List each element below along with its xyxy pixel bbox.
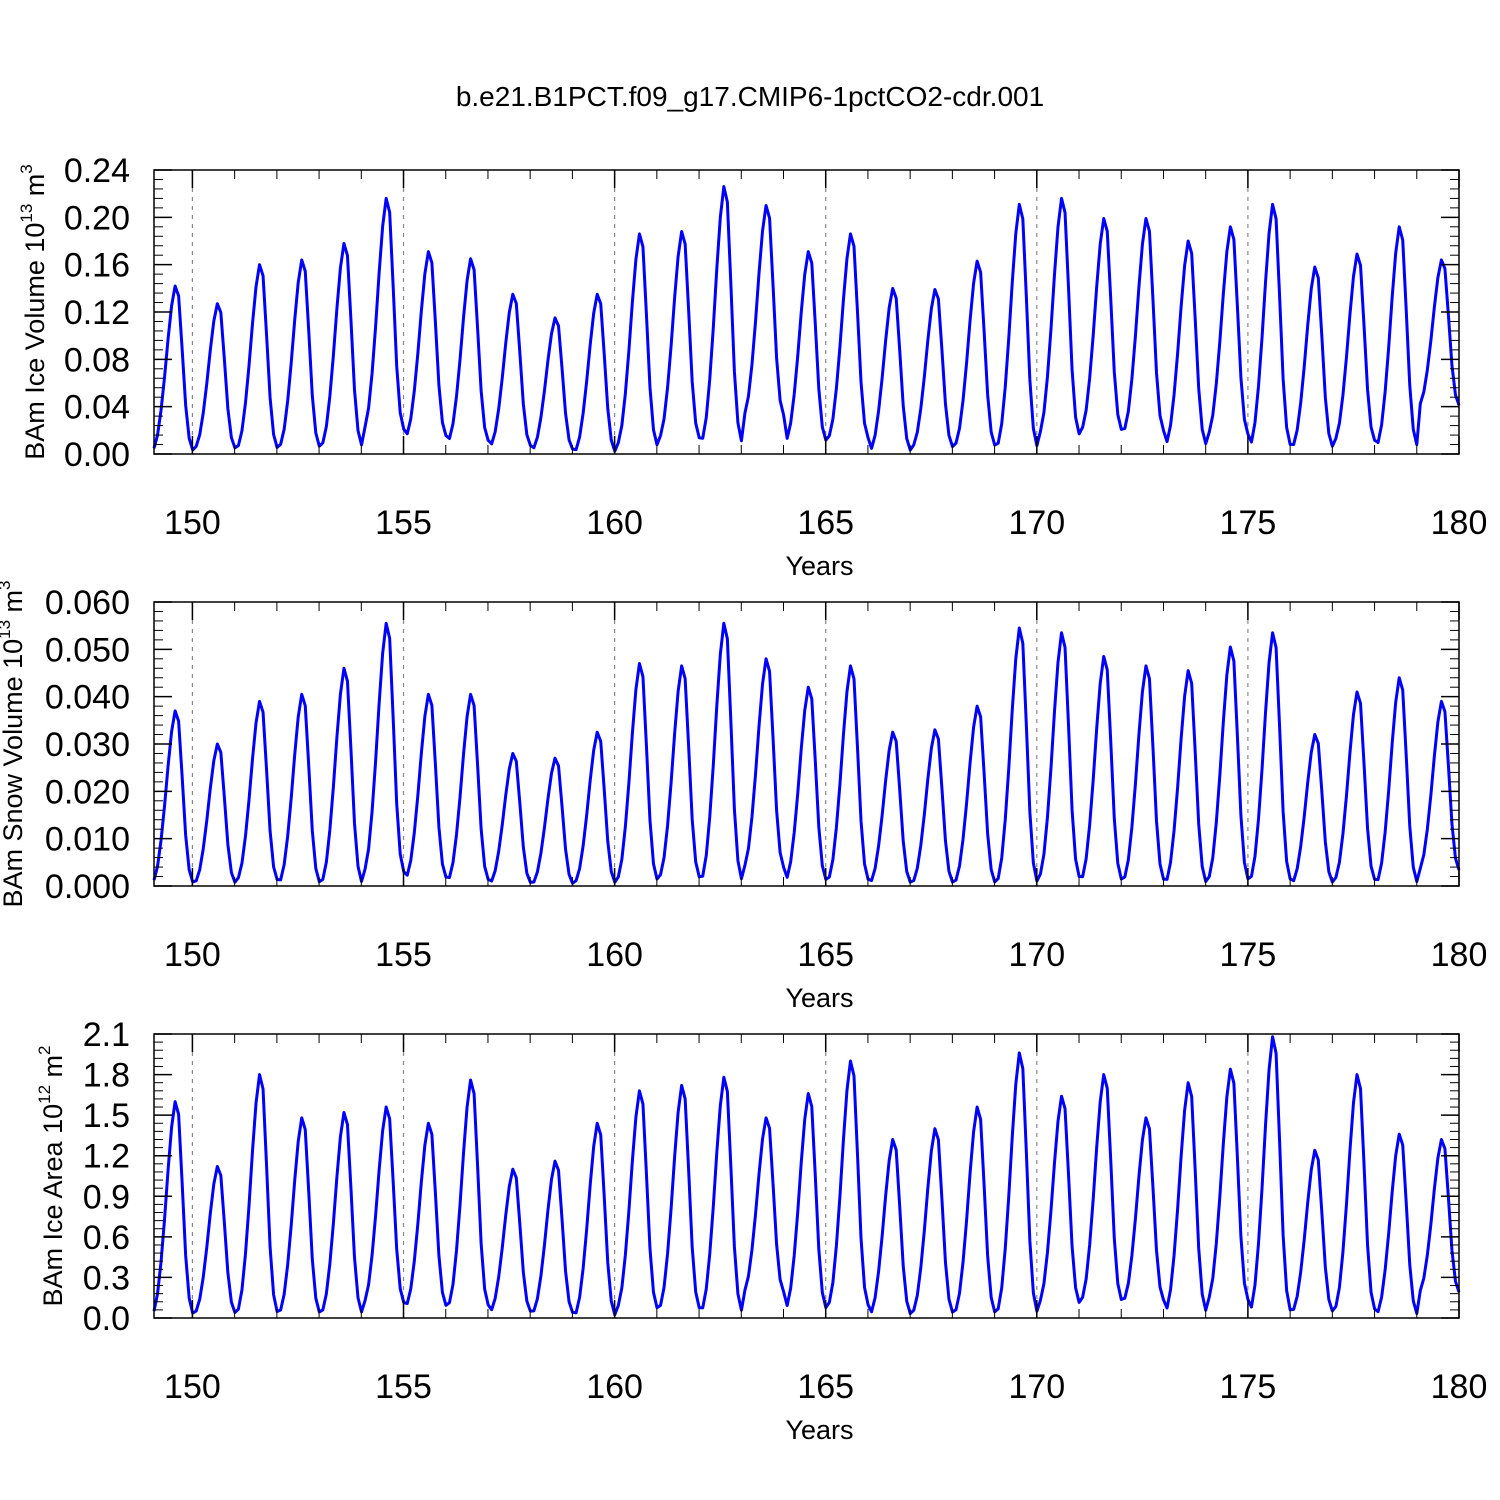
plot-frame [153,1033,1460,1319]
y-tick-label: 0.00 [64,436,130,474]
panels: 150 155 160 165 170 175 180 0.00 0.04 0.08 0.12 0.1… [0,152,1487,1445]
x-tick-label: 165 [797,504,854,542]
y-tick-label: 1.8 [83,1057,130,1095]
x-tick-label: 155 [375,936,432,974]
panel-2: 150 155 160 165 170 175 180 0.000 0.010 0.020 0.03… [0,580,1487,1013]
data-series-line [152,621,1461,885]
x-tick-label: 170 [1008,936,1065,974]
y-tick-label: 0.9 [83,1178,130,1216]
x-tick-label: 150 [164,504,221,542]
y-tick-label: 0.010 [45,821,130,859]
y-tick-label: 0.04 [64,389,130,427]
x-tick-label: 160 [586,504,643,542]
y-tick-label: 0.060 [45,584,130,622]
data-series-line [152,185,1461,453]
y-tick-label: 0.3 [83,1259,130,1297]
x-tick-label: 175 [1220,504,1277,542]
y-tick-label: 0.050 [45,631,130,669]
x-tick-label: 165 [797,1368,854,1406]
x-tick-label: 160 [586,1368,643,1406]
x-axis-label: Years [785,983,853,1013]
x-tick-label: 155 [375,504,432,542]
x-tick-label: 155 [375,1368,432,1406]
y-axis-label: BAm Ice Volume 1013 m3 [17,164,50,460]
y-tick-label: 0.20 [64,199,130,237]
y-tick-label: 0.24 [64,152,130,190]
y-tick-label: 0.6 [83,1219,130,1257]
x-tick-label: 170 [1008,504,1065,542]
y-tick-label: 0.000 [45,868,130,906]
y-tick-label: 0.12 [64,294,130,332]
x-tick-label: 150 [164,1368,221,1406]
y-tick-label: 2.1 [83,1016,130,1054]
panel-3: 150 155 160 165 170 175 180 0.00.30.60.91.21.51… [35,1016,1487,1445]
x-tick-label: 175 [1220,1368,1277,1406]
x-tick-label: 150 [164,936,221,974]
x-tick-label: 175 [1220,936,1277,974]
y-tick-label: 0.020 [45,773,130,811]
x-tick-label: 160 [586,936,643,974]
y-tick-label: 1.5 [83,1097,130,1135]
y-tick-label: 1.2 [83,1138,130,1176]
y-tick-label: 0.030 [45,726,130,764]
data-series-line [152,1035,1461,1317]
x-tick-label: 165 [797,936,854,974]
x-tick-label: 180 [1431,1368,1488,1406]
y-axis-label: BAm Ice Area 1012 m2 [35,1046,68,1307]
x-axis-label: Years [785,1415,853,1445]
y-tick-label: 0.08 [64,341,130,379]
y-axis-label: BAm Snow Volume 1013 m3 [0,580,28,907]
x-tick-label: 180 [1431,936,1488,974]
x-axis-label: Years [785,551,853,581]
figure-title: b.e21.B1PCT.f09_g17.CMIP6-1pctCO2-cdr.00… [456,81,1044,112]
x-tick-label: 180 [1431,504,1488,542]
x-tick-label: 170 [1008,1368,1065,1406]
y-tick-label: 0.0 [83,1300,130,1338]
y-tick-label: 0.040 [45,679,130,717]
panel-1: 150 155 160 165 170 175 180 0.00 0.04 0.08 0.12 0.1… [17,152,1487,581]
y-tick-label: 0.16 [64,247,130,285]
